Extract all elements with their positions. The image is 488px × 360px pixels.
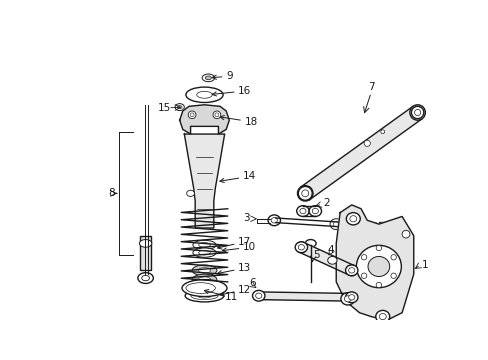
Ellipse shape [190, 292, 218, 300]
Text: 14: 14 [220, 171, 256, 183]
Ellipse shape [340, 293, 354, 305]
Text: 15: 15 [158, 103, 171, 113]
Ellipse shape [198, 250, 210, 255]
Ellipse shape [202, 74, 214, 82]
Ellipse shape [213, 111, 220, 119]
Ellipse shape [375, 310, 389, 323]
Ellipse shape [356, 245, 401, 288]
Polygon shape [336, 205, 413, 320]
Text: 2: 2 [323, 198, 329, 208]
Bar [140, 236, 151, 270]
Ellipse shape [215, 113, 219, 117]
Ellipse shape [308, 206, 321, 216]
Ellipse shape [414, 109, 420, 116]
Ellipse shape [192, 265, 217, 276]
Ellipse shape [401, 230, 409, 238]
Polygon shape [184, 134, 224, 228]
Ellipse shape [142, 275, 149, 281]
Ellipse shape [192, 240, 216, 249]
Text: 4: 4 [327, 244, 333, 255]
Ellipse shape [327, 256, 336, 264]
Ellipse shape [192, 248, 216, 257]
Ellipse shape [267, 215, 280, 226]
Ellipse shape [185, 289, 224, 302]
Ellipse shape [375, 245, 381, 251]
Text: 7: 7 [367, 82, 374, 92]
Ellipse shape [346, 265, 356, 276]
Ellipse shape [190, 113, 194, 117]
Ellipse shape [175, 104, 184, 111]
Ellipse shape [347, 293, 355, 301]
Ellipse shape [188, 111, 196, 119]
Ellipse shape [297, 186, 312, 201]
Ellipse shape [361, 273, 366, 278]
Ellipse shape [198, 277, 210, 282]
Ellipse shape [197, 293, 211, 298]
Text: 18: 18 [220, 116, 257, 127]
Ellipse shape [139, 239, 151, 247]
Ellipse shape [295, 242, 307, 253]
Text: 13: 13 [217, 263, 251, 275]
Ellipse shape [329, 219, 342, 230]
Ellipse shape [348, 267, 354, 273]
Ellipse shape [361, 255, 366, 260]
Text: 17: 17 [217, 237, 251, 249]
Ellipse shape [349, 216, 356, 222]
Ellipse shape [138, 273, 153, 283]
Ellipse shape [390, 273, 396, 278]
Ellipse shape [177, 105, 182, 109]
Bar [378, 222, 389, 231]
Text: 9: 9 [212, 71, 232, 81]
Ellipse shape [254, 292, 262, 300]
Ellipse shape [185, 87, 223, 103]
Text: 16: 16 [212, 86, 251, 96]
Text: 5: 5 [312, 250, 319, 260]
Ellipse shape [379, 314, 386, 320]
Ellipse shape [311, 208, 318, 214]
Ellipse shape [270, 217, 277, 223]
Ellipse shape [198, 243, 210, 247]
Ellipse shape [298, 244, 304, 250]
Ellipse shape [305, 239, 315, 247]
Ellipse shape [345, 265, 357, 276]
Ellipse shape [348, 294, 354, 300]
Ellipse shape [345, 292, 357, 303]
Ellipse shape [299, 208, 305, 214]
Text: 1: 1 [421, 260, 427, 270]
Ellipse shape [344, 296, 351, 302]
Ellipse shape [390, 255, 396, 260]
Ellipse shape [380, 130, 384, 134]
Text: 6: 6 [249, 278, 255, 288]
Ellipse shape [410, 106, 423, 119]
Ellipse shape [295, 242, 306, 253]
Ellipse shape [192, 274, 217, 285]
Ellipse shape [198, 267, 210, 273]
Ellipse shape [298, 186, 311, 200]
Ellipse shape [182, 280, 226, 297]
Ellipse shape [346, 213, 360, 225]
Polygon shape [300, 106, 421, 199]
Ellipse shape [367, 256, 389, 276]
Ellipse shape [409, 105, 425, 120]
Ellipse shape [185, 283, 215, 293]
Ellipse shape [301, 190, 308, 197]
Text: 8: 8 [108, 188, 115, 198]
Text: 11: 11 [204, 289, 238, 302]
Polygon shape [258, 292, 351, 301]
Ellipse shape [196, 91, 212, 98]
Ellipse shape [186, 190, 194, 197]
Polygon shape [179, 105, 229, 134]
Ellipse shape [255, 293, 261, 298]
Ellipse shape [367, 222, 378, 230]
Ellipse shape [252, 291, 264, 301]
Ellipse shape [296, 206, 308, 216]
Text: 3: 3 [243, 213, 249, 223]
Ellipse shape [364, 140, 369, 147]
Text: 12: 12 [220, 285, 251, 296]
Text: 10: 10 [222, 242, 256, 252]
Polygon shape [299, 242, 353, 275]
Ellipse shape [375, 282, 381, 288]
Ellipse shape [205, 76, 211, 80]
Ellipse shape [332, 221, 339, 227]
